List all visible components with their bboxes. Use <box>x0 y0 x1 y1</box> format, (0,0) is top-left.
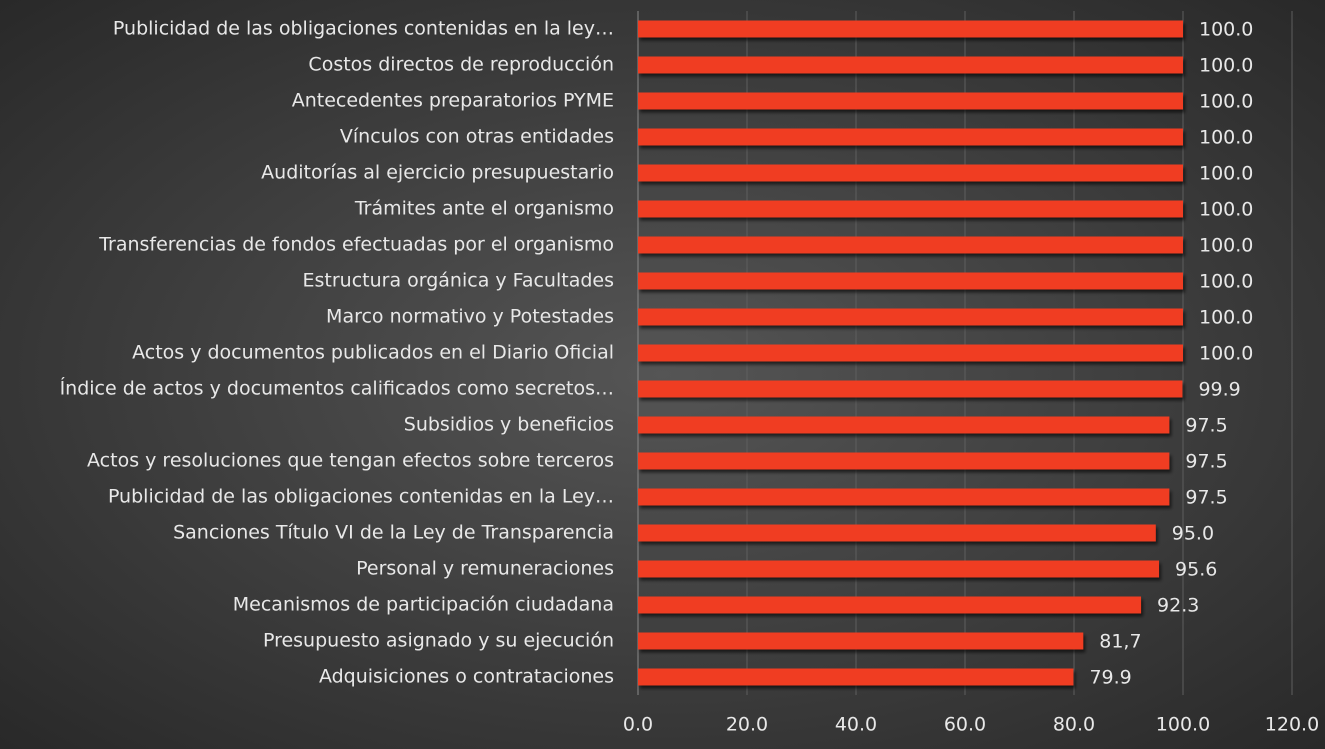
bar <box>638 380 1183 398</box>
value-label: 100.0 <box>1199 55 1253 77</box>
value-label: 100.0 <box>1199 199 1253 221</box>
value-label: 100.0 <box>1199 163 1253 185</box>
x-tick-label: 100.0 <box>1156 714 1210 736</box>
y-tick-label: Marco normativo y Potestades <box>326 306 614 328</box>
y-tick-label: Costos directos de reproducción <box>308 54 614 76</box>
value-label: 97.5 <box>1185 451 1227 473</box>
x-tick-label: 80.0 <box>1053 714 1095 736</box>
x-tick-label: 20.0 <box>726 714 768 736</box>
bar <box>638 668 1074 686</box>
value-label: 100.0 <box>1199 343 1253 365</box>
x-tick-label: 120.0 <box>1265 714 1319 736</box>
bar <box>638 200 1183 218</box>
y-tick-label: Actos y resoluciones que tengan efectos … <box>87 450 614 472</box>
bar <box>638 20 1183 38</box>
y-tick-label: Estructura orgánica y Facultades <box>302 270 614 292</box>
y-tick-label: Antecedentes preparatorios PYME <box>292 90 614 112</box>
value-label: 100.0 <box>1199 235 1253 257</box>
y-tick-label: Transferencias de fondos efectuadas por … <box>98 234 614 256</box>
y-tick-label: Trámites ante el organismo <box>354 198 614 220</box>
bar <box>638 560 1160 578</box>
bar <box>638 488 1170 506</box>
y-tick-label: Adquisiciones o contrataciones <box>319 666 614 688</box>
y-tick-label: Actos y documentos publicados en el Diar… <box>132 342 614 364</box>
bar <box>638 56 1183 74</box>
x-tick-label: 0.0 <box>623 714 653 736</box>
bar <box>638 632 1084 650</box>
value-label: 100.0 <box>1199 91 1253 113</box>
y-tick-label: Auditorías al ejercicio presupuestario <box>261 162 614 184</box>
y-tick-label: Presupuesto asignado y su ejecución <box>263 630 614 652</box>
value-label: 97.5 <box>1185 487 1227 509</box>
bar <box>638 128 1183 146</box>
value-label: 100.0 <box>1199 19 1253 41</box>
x-tick-label: 60.0 <box>944 714 986 736</box>
bar <box>638 92 1183 110</box>
bar <box>638 344 1183 362</box>
value-label: 100.0 <box>1199 307 1253 329</box>
bar <box>638 308 1183 326</box>
y-tick-label: Vínculos con otras entidades <box>340 126 614 148</box>
y-tick-label: Mecanismos de participación ciudadana <box>233 594 614 616</box>
value-label: 95.0 <box>1172 523 1214 545</box>
bar <box>638 596 1142 614</box>
bar <box>638 164 1183 182</box>
y-tick-label: Publicidad de las obligaciones contenida… <box>108 486 614 508</box>
bar <box>638 236 1183 254</box>
bar <box>638 524 1156 542</box>
y-tick-label: Sanciones Título VI de la Ley de Transpa… <box>173 522 614 544</box>
y-tick-label: Índice de actos y documentos calificados… <box>60 377 614 400</box>
y-tick-label: Publicidad de las obligaciones contenida… <box>113 18 614 40</box>
y-tick-label: Subsidios y beneficios <box>404 414 614 436</box>
value-label: 95.6 <box>1175 559 1217 581</box>
value-label: 79.9 <box>1089 667 1131 689</box>
value-label: 99.9 <box>1198 379 1240 401</box>
value-label: 97.5 <box>1185 415 1227 437</box>
x-tick-label: 40.0 <box>835 714 877 736</box>
value-label: 100.0 <box>1199 271 1253 293</box>
bar <box>638 416 1170 434</box>
value-label: 92.3 <box>1157 595 1199 617</box>
bar <box>638 272 1183 290</box>
value-label: 100.0 <box>1199 127 1253 149</box>
y-tick-label: Personal y remuneraciones <box>356 558 614 580</box>
bar <box>638 452 1170 470</box>
value-label: 81,7 <box>1099 631 1141 653</box>
